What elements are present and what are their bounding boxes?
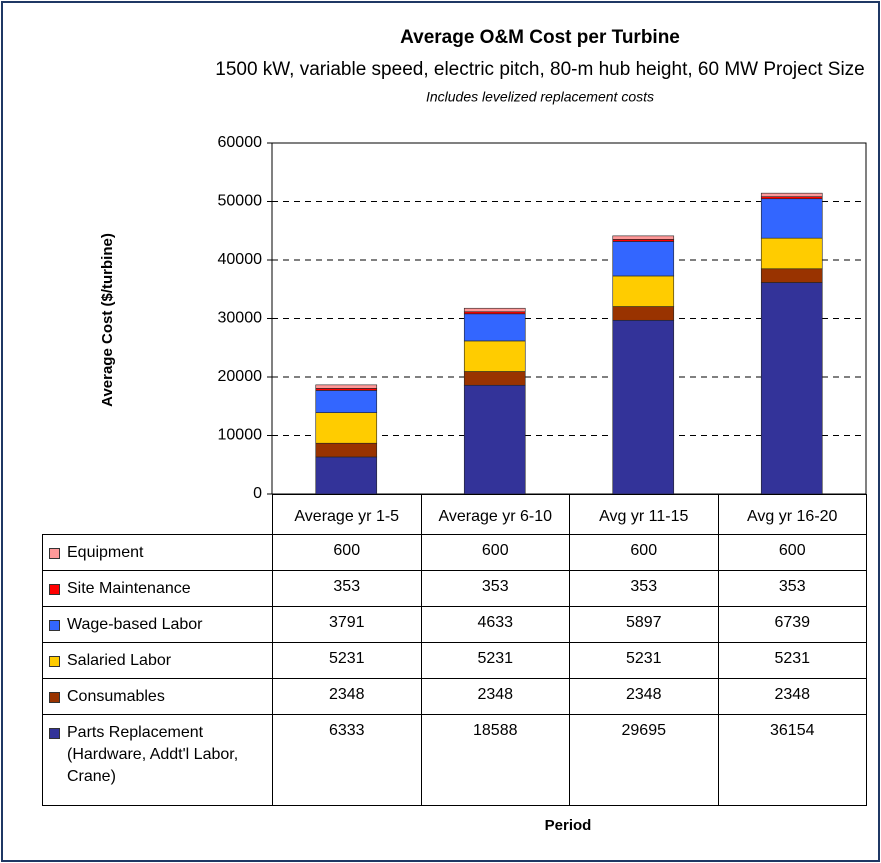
chart-subtitle: 1500 kW, variable speed, electric pitch,… [215, 59, 864, 80]
bar-segment [315, 390, 378, 413]
bar-segment [612, 306, 675, 321]
bar-segment [463, 384, 526, 495]
table-value: 2348 [717, 678, 867, 715]
table-value: 600 [272, 534, 422, 571]
y-tick-label: 0 [253, 485, 262, 502]
legend-swatch [49, 620, 60, 631]
bar-segment [760, 268, 823, 283]
table-value: 5897 [569, 606, 719, 643]
legend-label: Salaried Labor [42, 642, 273, 679]
y-tick-label: 60000 [218, 134, 263, 151]
chart-title: Average O&M Cost per Turbine [400, 27, 680, 48]
bar-segment [315, 456, 378, 495]
table-value: 6333 [272, 714, 422, 806]
table-value: 5231 [420, 642, 570, 679]
legend-text: Salaried Labor [67, 652, 172, 669]
y-tick-label: 50000 [218, 193, 263, 210]
table-value: 29695 [569, 714, 719, 806]
bar-segment [760, 196, 823, 200]
legend-swatch [49, 548, 60, 559]
legend-swatch [49, 584, 60, 595]
table-value: 5231 [272, 642, 422, 679]
table-header-cell: Average yr 1-5 [272, 494, 422, 535]
bar-segment [315, 442, 378, 458]
x-axis-title: Period [545, 817, 592, 834]
legend-text: Consumables [67, 688, 165, 705]
legend-swatch [49, 692, 60, 703]
table-header-cell: Average yr 6-10 [420, 494, 570, 535]
table-value: 2348 [420, 678, 570, 715]
bar-segment [315, 412, 378, 444]
table-value: 353 [717, 570, 867, 607]
table-value: 5231 [717, 642, 867, 679]
table-value: 2348 [569, 678, 719, 715]
table-value: 3791 [272, 606, 422, 643]
bar-segment [612, 235, 675, 240]
bar-segment [463, 311, 526, 315]
legend-swatch [49, 728, 60, 739]
legend-label: Site Maintenance [42, 570, 273, 607]
y-tick-label: 10000 [218, 427, 263, 444]
bar-segment [315, 388, 378, 391]
bar-segment [760, 192, 823, 197]
bar-segment [612, 275, 675, 307]
y-tick-label: 40000 [218, 251, 263, 268]
table-value: 600 [420, 534, 570, 571]
table-value: 353 [272, 570, 422, 607]
bar-segment [463, 307, 526, 313]
bar-segment [463, 371, 526, 386]
y-axis-title: Average Cost ($/turbine) [99, 233, 116, 407]
legend-label: Equipment [42, 534, 273, 571]
y-tick-label: 30000 [218, 310, 263, 327]
bar-segment [612, 319, 675, 495]
chart-note: Includes levelized replacement costs [426, 89, 654, 105]
table-value: 353 [569, 570, 719, 607]
table-header-cell: Avg yr 11-15 [569, 494, 719, 535]
table-value: 2348 [272, 678, 422, 715]
table-value: 4633 [420, 606, 570, 643]
legend-text: Parts Replacement (Hardware, Addt'l Labo… [67, 724, 239, 785]
bar-segment [463, 340, 526, 372]
table-header-cell: Avg yr 16-20 [717, 494, 867, 535]
table-value: 18588 [420, 714, 570, 806]
legend-text: Wage-based Labor [67, 616, 203, 633]
legend-text: Equipment [67, 544, 144, 561]
bar-segment [315, 384, 378, 389]
legend-label: Parts Replacement (Hardware, Addt'l Labo… [42, 714, 273, 806]
table-value: 600 [717, 534, 867, 571]
bar-segment [760, 282, 823, 495]
bar-segment [463, 313, 526, 342]
legend-label: Wage-based Labor [42, 606, 273, 643]
legend-label: Consumables [42, 678, 273, 715]
table-value: 353 [420, 570, 570, 607]
bar-segment [760, 237, 823, 270]
bar-segment [760, 198, 823, 239]
legend-text: Site Maintenance [67, 580, 191, 597]
table-value: 600 [569, 534, 719, 571]
table-value: 6739 [717, 606, 867, 643]
legend-swatch [49, 656, 60, 667]
table-value: 36154 [717, 714, 867, 806]
bar-segment [612, 241, 675, 277]
table-value: 5231 [569, 642, 719, 679]
bar-segment [612, 239, 675, 242]
y-tick-label: 20000 [218, 368, 263, 385]
